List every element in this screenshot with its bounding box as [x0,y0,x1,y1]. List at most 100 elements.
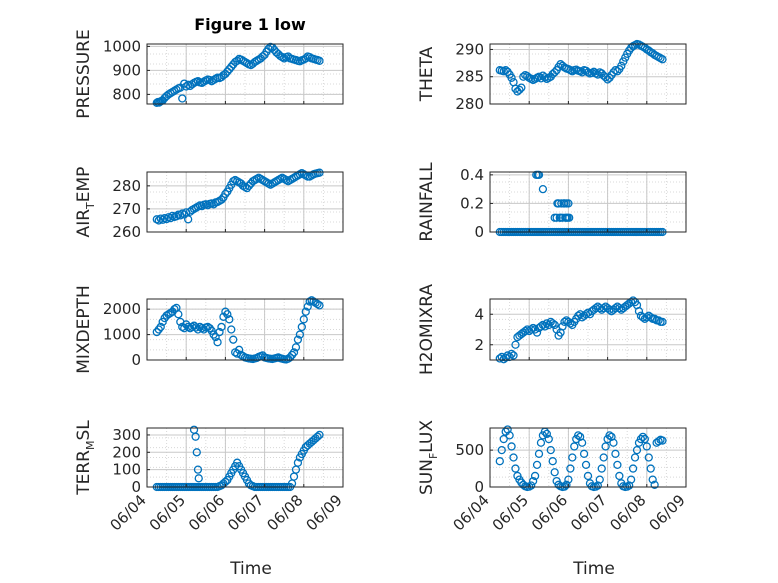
data-point [591,303,600,313]
y-axis-label-text: RAINFALL [417,162,437,242]
data-point [630,453,640,462]
data-point [564,475,573,484]
axes-frame [489,298,687,361]
data-point [233,56,242,65]
x-tick-label: 06/07 [224,491,267,534]
data-point [499,434,508,444]
data-point [613,67,622,76]
data-point [532,460,542,470]
data-point [170,305,179,314]
y-axis-label-subscript: F [427,453,440,459]
y-axis-label-subscript: T [84,202,97,210]
data-point [593,70,602,79]
data-point [530,471,540,481]
y-tick-label: 270 [112,200,141,218]
data-point [217,195,226,204]
y-tick-label: 2 [474,336,484,354]
data-point [579,449,589,458]
y-axis-label: AIRTEMP [74,167,97,238]
y-axis-label-rest: EMP [74,167,94,203]
data-point [605,431,614,440]
data-point [297,322,306,332]
y-tick-label: 0 [474,223,484,241]
x-axis-label-left: Time [229,559,272,579]
y-axis-label-rest: SL [74,420,94,441]
data-point [213,338,222,347]
data-point [528,476,538,486]
data-point [215,327,224,337]
y-tick-label: 0.4 [460,166,484,184]
data-point [293,458,303,467]
data-point [191,323,201,332]
axes-frame [489,43,687,105]
data-point [503,351,512,360]
data-point [577,68,587,77]
y-tick-label: 285 [455,68,484,86]
data-point [193,465,203,474]
data-point [197,324,207,333]
x-axis-label-right: Time [572,559,615,579]
data-point [313,432,322,441]
data-point [505,431,514,440]
x-tick-label: 06/07 [567,491,610,534]
y-axis-label: SUNFLUX [417,420,440,495]
data-point [501,353,510,362]
data-point [557,199,566,208]
data-point [599,453,608,462]
data-point [534,170,544,180]
data-point [638,313,648,322]
data-point [617,61,626,70]
data-point [605,305,614,314]
panel-6: 2 4 H2OMIXRA [417,284,687,375]
data-point [193,325,203,334]
data-point [648,475,657,484]
series-markers [495,296,667,364]
data-point [566,464,575,473]
data-point [532,328,542,337]
data-point [574,431,583,440]
data-point [495,457,504,466]
data-point [658,317,667,327]
y-axis-label-text: MIXDEPTH [74,285,94,374]
data-point [511,340,520,349]
data-point [225,315,234,324]
y-axis-label-subscript: M [84,441,97,451]
series-markers [152,42,324,107]
data-point [509,351,518,360]
data-point [542,429,551,439]
data-point [644,453,653,462]
data-point [534,72,544,81]
data-point [658,436,667,445]
data-point [234,345,244,354]
y-tick-label: 0 [474,478,484,496]
y-axis-label-text: SUN [417,459,437,495]
data-point [197,202,207,211]
data-point [174,310,183,319]
data-point [599,303,608,313]
data-point [221,189,230,199]
data-point [285,353,295,362]
axes-frame [146,171,344,233]
data-point [642,313,651,322]
series-markers [152,168,324,225]
data-point [565,213,574,222]
y-axis-label: H2OMIXRA [417,284,437,375]
panel-1: 800 900 1000 PRESSURE [74,29,344,119]
data-point [646,464,655,473]
data-point [313,299,322,309]
data-point [615,471,624,481]
data-point [205,324,214,333]
panel-2: 280 285 290 THETA [417,39,687,113]
y-axis-label: TERRMSL [74,420,97,496]
panel-4: 0 0.2 0.4 RAINFALL [417,162,687,242]
data-point [178,94,187,103]
data-point [289,348,299,357]
x-tick-label: 06/04 [107,491,150,534]
data-point [601,442,610,451]
data-point [552,213,561,222]
data-point [521,326,530,336]
data-point [650,480,659,489]
y-tick-label: 0 [131,351,141,369]
data-point [542,319,551,328]
data-point [560,317,569,327]
